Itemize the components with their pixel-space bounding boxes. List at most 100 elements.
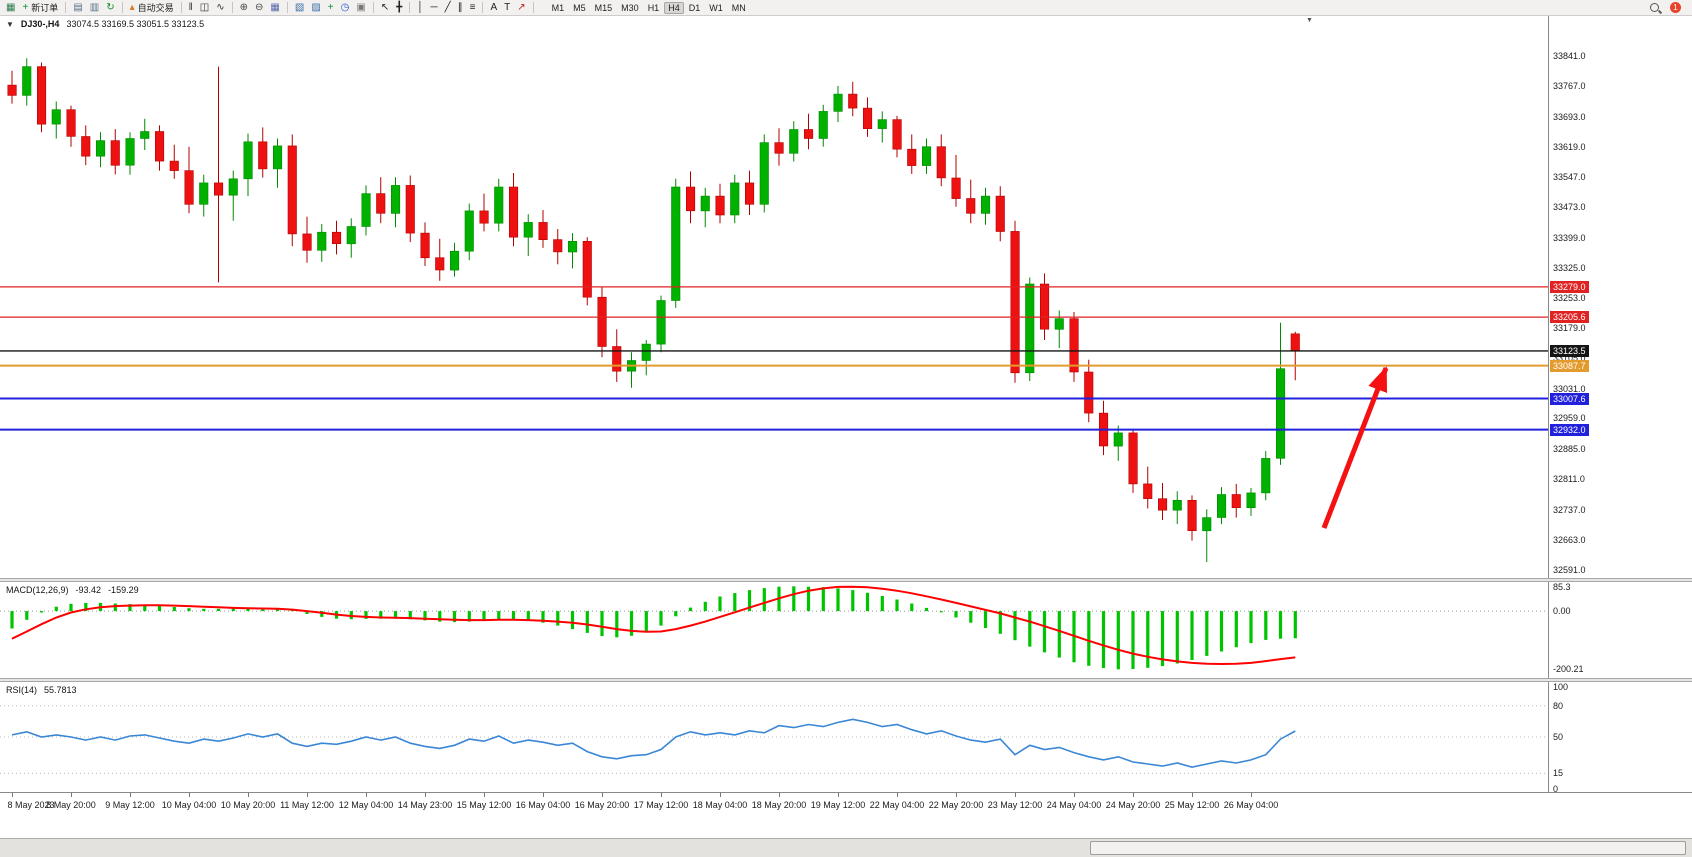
print-preview-button[interactable]: ▥ xyxy=(87,1,102,15)
price-line-tag: 33123.5 xyxy=(1550,344,1589,357)
time-tick xyxy=(130,793,131,797)
autotrade-button[interactable]: ▴ 自动交易 xyxy=(127,1,177,15)
new-order-button[interactable]: + 新订单 xyxy=(19,1,61,15)
price-tick-label: 32885.0 xyxy=(1553,443,1586,454)
zoom-in-icon: ⊕ xyxy=(239,2,249,13)
toolbar-separator xyxy=(372,2,374,13)
horizontal-line-icon: ─ xyxy=(430,2,438,13)
ohlc-bars-button[interactable]: ‖ xyxy=(186,1,196,15)
time-tick xyxy=(956,793,957,797)
toolbar-separator xyxy=(286,2,288,13)
price-tick-label: 33841.0 xyxy=(1553,50,1586,61)
pane-splitter[interactable] xyxy=(0,678,1692,682)
price-line-tag: 33007.6 xyxy=(1550,392,1589,405)
timeframe-d1-button[interactable]: D1 xyxy=(688,2,701,13)
timeframe-m1-button[interactable]: M1 xyxy=(551,2,565,13)
ohlc-label: 33074.5 33169.5 33051.5 33123.5 xyxy=(66,19,205,29)
charts-list-icon: ▧ xyxy=(294,2,305,13)
notification-badge[interactable]: 1 xyxy=(1670,2,1681,13)
macd-name: MACD(12,26,9) xyxy=(6,585,69,595)
one-click-trading-icon[interactable]: ▼ xyxy=(6,19,14,29)
time-axis[interactable]: 8 May 2023 8 May 20:00 9 May 12:00 10 May 0… xyxy=(0,792,1692,838)
macd-axis-label: 85.3 xyxy=(1553,582,1571,592)
price-chart-pane[interactable]: ▼ DJ30-,H4 33074.5 33169.5 33051.5 33123… xyxy=(0,16,1548,578)
timeframe-m5-button[interactable]: M5 xyxy=(573,2,586,13)
text-button[interactable]: A xyxy=(487,1,500,15)
time-label: 17 May 12:00 xyxy=(633,800,689,810)
arrow-objects-button[interactable]: ↗ xyxy=(514,1,528,15)
price-line-tag: 32932.0 xyxy=(1550,423,1589,436)
fibonacci-button[interactable]: ≡ xyxy=(467,1,479,15)
trendline-button[interactable]: ╱ xyxy=(442,1,454,15)
time-tick xyxy=(897,793,898,797)
price-line-tag: 33279.0 xyxy=(1550,280,1589,293)
pane-splitter[interactable] xyxy=(0,578,1692,582)
symbol-period-label: DJ30-,H4 xyxy=(20,19,60,29)
price-tick-label: 33473.0 xyxy=(1553,202,1586,213)
tile-windows-button[interactable]: ▦ xyxy=(267,1,282,15)
crosshair-button[interactable]: ╋ xyxy=(393,1,405,15)
time-label: 16 May 04:00 xyxy=(515,800,571,810)
timeframe-w1-button[interactable]: W1 xyxy=(709,2,723,13)
horizontal-line-button[interactable]: ─ xyxy=(427,1,440,15)
data-window-button[interactable]: ▨ xyxy=(308,1,323,15)
indicators-button[interactable]: + xyxy=(325,1,337,15)
horizontal-scrollbar[interactable] xyxy=(0,838,1692,857)
time-label: 8 May 2023 xyxy=(7,800,55,810)
time-tick xyxy=(838,793,839,797)
macd-label: MACD(12,26,9) -93.42 -159.29 xyxy=(6,585,139,595)
timeframe-m15-button[interactable]: M15 xyxy=(594,2,613,13)
toolbar-separator xyxy=(231,2,233,13)
candlestick-icon: ◫ xyxy=(199,2,210,13)
periods-button[interactable]: ◷ xyxy=(338,1,353,15)
time-label: 10 May 04:00 xyxy=(161,800,217,810)
rsi-pane[interactable]: RSI(14) 55.7813 xyxy=(0,682,1548,792)
clock-icon: ◷ xyxy=(340,2,350,13)
template-icon: ▣ xyxy=(356,2,366,13)
time-label: 8 May 20:00 xyxy=(46,800,96,810)
vertical-line-button[interactable]: │ xyxy=(414,1,426,15)
toolbar-separator xyxy=(65,2,67,13)
print-button[interactable]: ▤ xyxy=(70,1,85,15)
timeframe-mn-button[interactable]: MN xyxy=(731,2,746,13)
main-toolbar: ▦ + 新订单 ▤ ▥ ↻ ▴ 自动交易 ‖ ◫ ∿ ⊕ ⊖ ▦ ▧ ▨ + ◷ ▣ ↖ ╋ │ ─ ╱ ∥ ≡ A T ↗ M1 M5 M1… xyxy=(0,0,1692,16)
chart-shift-marker-icon[interactable]: ▼ xyxy=(1306,17,1313,24)
price-tick-label: 33693.0 xyxy=(1553,111,1586,122)
rsi-label: RSI(14) 55.7813 xyxy=(6,685,77,695)
timeframe-m30-button[interactable]: M30 xyxy=(621,2,639,13)
time-tick xyxy=(307,793,308,797)
zoom-in-button[interactable]: ⊕ xyxy=(237,1,251,15)
macd-main-value: -93.42 xyxy=(75,585,102,595)
rsi-axis-label: 50 xyxy=(1553,732,1564,742)
charts-list-button[interactable]: ▧ xyxy=(292,1,307,15)
refresh-button[interactable]: ↻ xyxy=(103,1,117,15)
price-axis[interactable]: 33841.0 33767.0 33693.0 33619.0 33547.0 33473… xyxy=(1548,16,1692,578)
macd-axis[interactable]: 85.3 0.00 -200.21 xyxy=(1548,582,1692,678)
time-tick xyxy=(484,793,485,797)
channel-button[interactable]: ∥ xyxy=(455,1,466,15)
time-label: 18 May 20:00 xyxy=(751,800,807,810)
time-tick xyxy=(1251,793,1252,797)
timeframe-h4-button[interactable]: H4 xyxy=(664,1,684,14)
time-label: 18 May 04:00 xyxy=(692,800,748,810)
cursor-button[interactable]: ↖ xyxy=(378,1,392,15)
search-icon[interactable] xyxy=(1649,2,1661,14)
time-label: 19 May 12:00 xyxy=(810,800,866,810)
rsi-name: RSI(14) xyxy=(6,685,38,695)
templates-button[interactable]: ▣ xyxy=(353,1,368,15)
zoom-out-button[interactable]: ⊖ xyxy=(252,1,266,15)
indicator-plus-icon: + xyxy=(327,2,334,13)
rsi-value: 55.7813 xyxy=(44,685,77,695)
rsi-axis[interactable]: 100 80 50 15 0 xyxy=(1548,682,1692,794)
new-order-button-label: 新订单 xyxy=(31,3,59,13)
text-label-button[interactable]: T xyxy=(501,1,513,15)
candlestick-button[interactable]: ◫ xyxy=(197,1,212,15)
timeframe-h1-button[interactable]: H1 xyxy=(647,2,660,13)
time-tick xyxy=(248,793,249,797)
time-tick xyxy=(12,793,13,797)
macd-pane[interactable]: MACD(12,26,9) -93.42 -159.29 xyxy=(0,582,1548,678)
new-chart-button[interactable]: ▦ xyxy=(3,1,18,15)
line-chart-button[interactable]: ∿ xyxy=(213,1,227,15)
price-tick-label: 33547.0 xyxy=(1553,171,1586,182)
scrollbar-thumb[interactable] xyxy=(1090,841,1686,855)
